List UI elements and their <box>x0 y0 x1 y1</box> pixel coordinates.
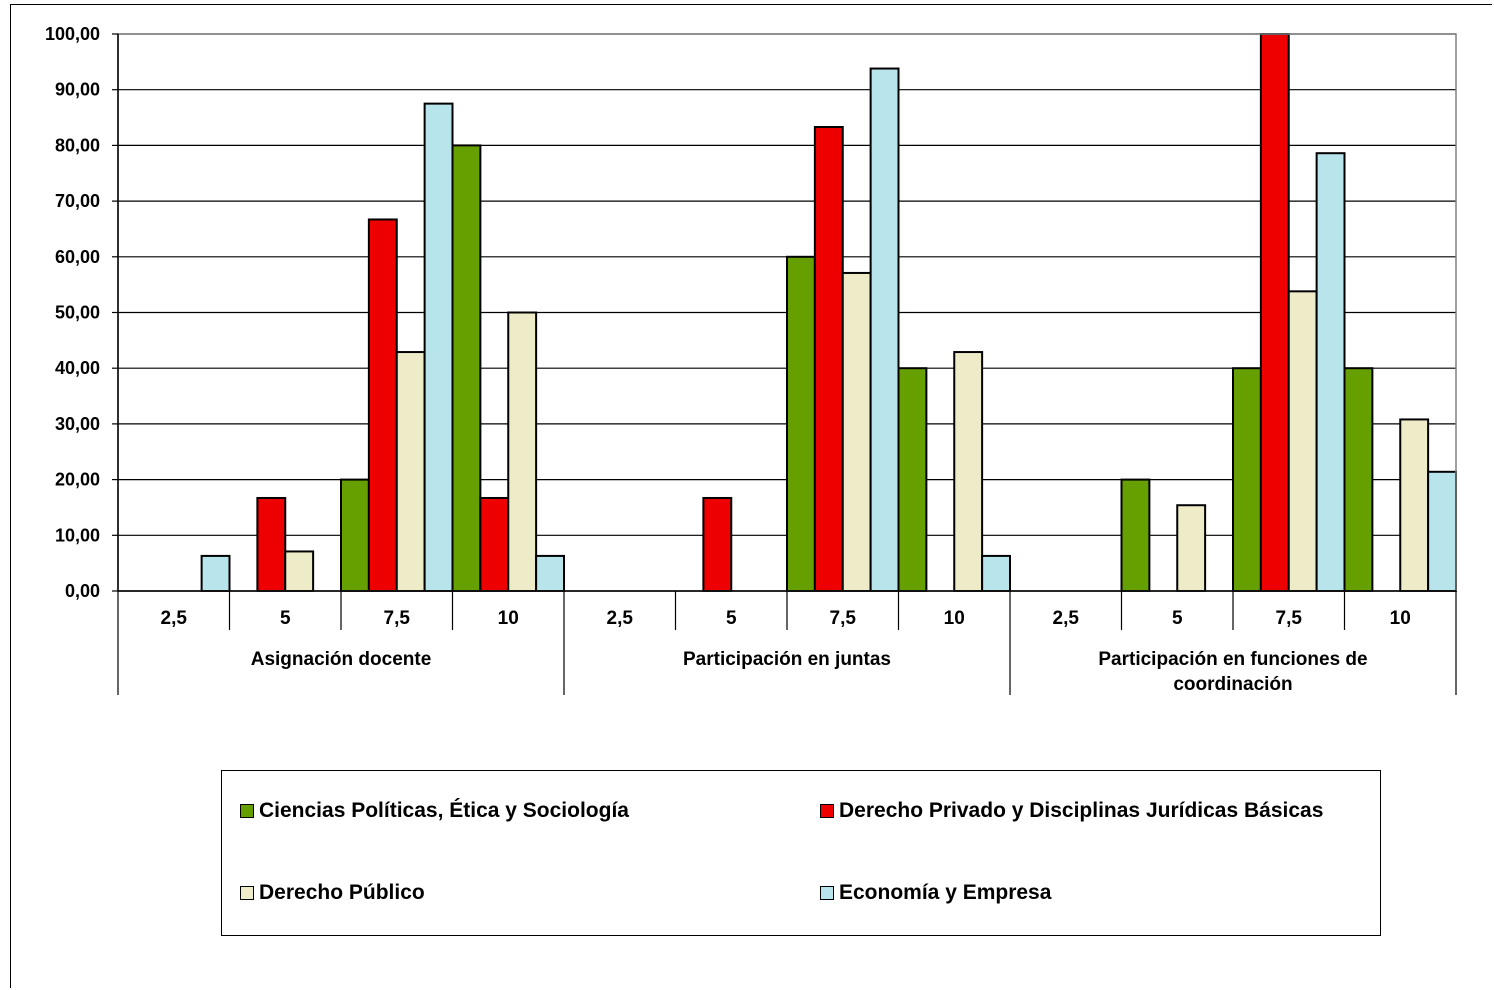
bar <box>367 218 398 593</box>
y-tick-label: 30,00 <box>55 414 100 434</box>
bars <box>200 33 1457 593</box>
group-label: Participación en funciones de <box>1098 649 1367 670</box>
x-tick-label: 2,5 <box>607 608 634 629</box>
bar <box>981 554 1011 592</box>
group-label: Asignación docente <box>251 649 432 670</box>
legend-swatch <box>820 886 834 900</box>
axis-labels: 0,00 10,00 20,00 30,00 40,00 50,00 60,00 70,00 8… <box>45 24 1411 695</box>
y-tick-label: 80,00 <box>55 135 100 155</box>
y-tick-label: 70,00 <box>55 191 100 211</box>
bar <box>1399 418 1430 592</box>
bar <box>423 102 454 592</box>
bar <box>1287 290 1318 592</box>
x-tick-label: 2,5 <box>161 608 188 629</box>
bar <box>1343 367 1374 593</box>
bar <box>340 478 370 593</box>
x-tick-label: 10 <box>944 608 965 629</box>
bar <box>284 550 315 593</box>
legend-label: Ciencias Políticas, Ética y Sociología <box>259 799 629 822</box>
y-tick-label: 100,00 <box>45 24 100 44</box>
bar <box>1120 478 1151 593</box>
y-tick-label: 10,00 <box>55 525 100 545</box>
bar <box>869 67 900 592</box>
legend-swatch <box>240 804 254 818</box>
bar <box>1259 33 1290 592</box>
x-tick-label: 7,5 <box>384 608 411 629</box>
bar <box>256 496 287 592</box>
legend-label: Derecho Público <box>259 881 425 904</box>
y-tick-label: 60,00 <box>55 247 100 267</box>
legend-item: Ciencias Políticas, Ética y Sociología <box>240 799 629 823</box>
bar <box>702 496 733 592</box>
bar <box>535 554 565 592</box>
bar <box>1315 152 1346 592</box>
y-tick-label: 20,00 <box>55 470 100 490</box>
bar <box>813 126 844 592</box>
x-tick-label: 5 <box>1172 608 1183 629</box>
x-tick-label: 10 <box>1390 608 1411 629</box>
bar <box>1427 470 1457 592</box>
legend-item: Economía y Empresa <box>820 881 1051 905</box>
legend: Ciencias Políticas, Ética y Sociología D… <box>221 770 1381 936</box>
y-tick-label: 90,00 <box>55 80 100 100</box>
bar <box>507 311 538 592</box>
bar <box>395 351 426 592</box>
chart-frame <box>10 4 1492 988</box>
legend-label: Economía y Empresa <box>839 881 1052 904</box>
group-label: coordinación <box>1173 674 1292 695</box>
x-tick-label: 10 <box>498 608 519 629</box>
x-tick-label: 2,5 <box>1053 608 1080 629</box>
y-tick-label: 0,00 <box>65 581 100 601</box>
legend-item: Derecho Privado y Disciplinas Jurídicas … <box>820 799 1323 823</box>
y-tick-label: 50,00 <box>55 303 100 323</box>
legend-swatch <box>820 804 834 818</box>
x-tick-label: 7,5 <box>1276 608 1303 629</box>
legend-swatch <box>240 886 254 900</box>
y-tick-label: 40,00 <box>55 358 100 378</box>
bar <box>200 554 231 592</box>
bar <box>897 367 928 593</box>
x-tick-label: 7,5 <box>830 608 857 629</box>
group-label: Participación en juntas <box>683 649 891 670</box>
bar <box>479 496 510 592</box>
legend-label: Derecho Privado y Disciplinas Jurídicas … <box>839 799 1324 822</box>
bar <box>1176 504 1207 592</box>
x-tick-label: 5 <box>726 608 737 629</box>
bar <box>841 271 872 592</box>
legend-item: Derecho Público <box>240 881 425 905</box>
x-tick-label: 5 <box>280 608 291 629</box>
bar <box>786 255 816 592</box>
bar <box>1232 367 1262 593</box>
bar <box>451 144 482 592</box>
axes <box>112 33 1457 695</box>
bar <box>953 351 984 592</box>
